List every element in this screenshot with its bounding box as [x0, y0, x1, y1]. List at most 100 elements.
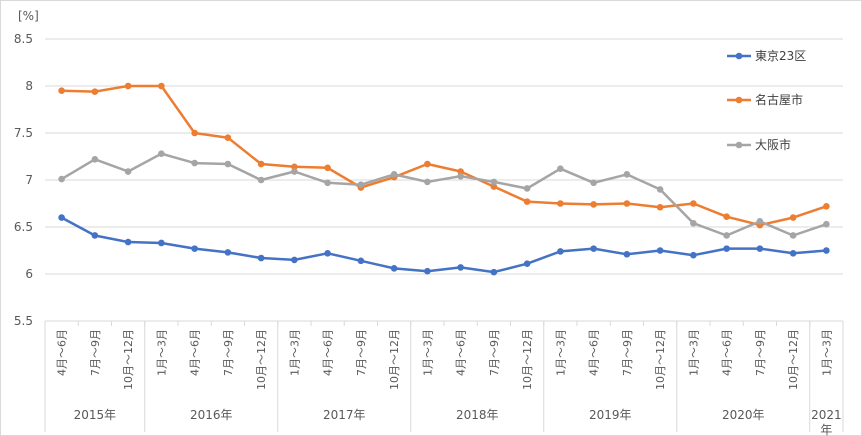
data-point — [457, 172, 464, 180]
data-point — [656, 247, 664, 254]
x-category-label: 4月～6月 — [721, 329, 734, 376]
data-point — [756, 245, 764, 252]
data-point — [324, 164, 331, 172]
data-point — [789, 232, 797, 239]
y-tick-label: 6.5 — [14, 220, 33, 234]
x-category-label: 7月～9月 — [355, 329, 368, 376]
y-tick-label: 5.5 — [14, 314, 33, 328]
data-point — [291, 168, 298, 175]
x-category-label: 10月～12月 — [388, 329, 401, 390]
data-point — [257, 160, 265, 168]
y-axis-ticks: 5.5 6 6.5 7 7.5 8 8.5 — [14, 32, 33, 328]
x-category-label: 10月～12月 — [122, 329, 135, 390]
data-point — [490, 268, 498, 276]
x-category-label: 10月～12月 — [654, 329, 667, 390]
x-category-label: 10月～12月 — [787, 329, 800, 390]
data-point — [58, 87, 65, 94]
year-group-label: 2020年 — [722, 408, 765, 422]
x-category-label: 4月～6月 — [322, 329, 335, 376]
data-point — [291, 163, 298, 171]
data-point — [523, 260, 531, 267]
data-point — [557, 200, 564, 207]
x-category-label: 4月～6月 — [189, 329, 202, 376]
data-point — [623, 250, 631, 258]
x-category-label: 1月～3月 — [820, 329, 833, 376]
x-category-label: 7月～9月 — [621, 329, 634, 376]
data-point — [656, 186, 664, 193]
series-line-2 — [60, 152, 828, 237]
data-point — [590, 201, 597, 208]
data-point — [291, 256, 298, 264]
legend-entry-label: 名古屋市 — [755, 92, 803, 107]
data-point — [58, 175, 65, 183]
x-category-label: 1月～3月 — [288, 329, 301, 376]
data-point — [789, 214, 797, 221]
data-point — [690, 219, 697, 227]
y-axis-unit-label: [%] — [18, 9, 39, 23]
x-category-label: 7月～9月 — [488, 329, 501, 376]
data-point — [723, 245, 730, 252]
data-point — [623, 200, 631, 207]
data-point — [390, 265, 398, 272]
data-point — [324, 179, 331, 187]
data-point — [490, 178, 498, 186]
data-point — [191, 129, 198, 137]
data-point — [823, 203, 830, 210]
y-tick-label: 6 — [25, 267, 33, 281]
data-point — [690, 251, 697, 259]
year-group-label: 2015年 — [74, 408, 117, 422]
year-group-label: 2018年 — [456, 408, 499, 422]
year-group-label: 2021 年 — [811, 408, 842, 436]
x-category-label: 10月～12月 — [255, 329, 268, 390]
data-point — [723, 213, 730, 220]
data-point — [158, 239, 165, 247]
data-point — [124, 168, 132, 175]
data-point — [357, 257, 365, 265]
x-category-label: 4月～6月 — [56, 329, 69, 376]
legend-swatch-marker — [735, 96, 743, 104]
x-category-label: 4月～6月 — [455, 329, 468, 376]
data-point — [424, 267, 431, 275]
year-group-label-part: 2021 — [811, 408, 842, 422]
data-point — [656, 203, 664, 211]
data-point — [158, 82, 165, 90]
x-category-label: 4月～6月 — [588, 329, 601, 376]
x-category-label: 1月～3月 — [155, 329, 168, 376]
x-category-label: 1月～3月 — [421, 329, 434, 376]
data-point — [490, 183, 498, 190]
data-point — [158, 150, 165, 157]
x-category-label: 7月～9月 — [754, 329, 767, 376]
data-point — [124, 82, 132, 90]
data-point — [457, 264, 464, 271]
data-point — [590, 179, 597, 187]
data-point — [191, 159, 198, 167]
data-point — [324, 250, 331, 257]
year-group-label-part: 年 — [820, 423, 832, 436]
x-category-label: 7月～9月 — [222, 329, 235, 376]
data-point — [756, 218, 764, 225]
data-point — [690, 200, 697, 207]
y-tick-label: 7 — [25, 173, 33, 187]
data-point — [523, 198, 531, 205]
data-point — [424, 160, 431, 168]
y-tick-label: 8 — [25, 79, 33, 93]
series-lines — [58, 82, 830, 276]
data-point — [590, 245, 597, 252]
data-point — [789, 250, 797, 257]
legend-entry-label: 東京23区 — [755, 49, 806, 63]
legend-entry-label: 大阪市 — [755, 137, 791, 152]
year-group-label: 2019年 — [589, 408, 632, 422]
data-point — [557, 165, 564, 173]
x-category-label: 10月～12月 — [521, 329, 534, 390]
data-point — [58, 214, 65, 221]
data-point — [191, 245, 198, 252]
data-point — [224, 249, 232, 256]
y-tick-label: 8.5 — [14, 32, 33, 46]
data-point — [557, 248, 564, 255]
legend-swatch-marker — [735, 52, 743, 60]
data-point — [823, 220, 830, 228]
data-point — [424, 178, 431, 186]
year-group-label: 2017年 — [323, 408, 366, 422]
